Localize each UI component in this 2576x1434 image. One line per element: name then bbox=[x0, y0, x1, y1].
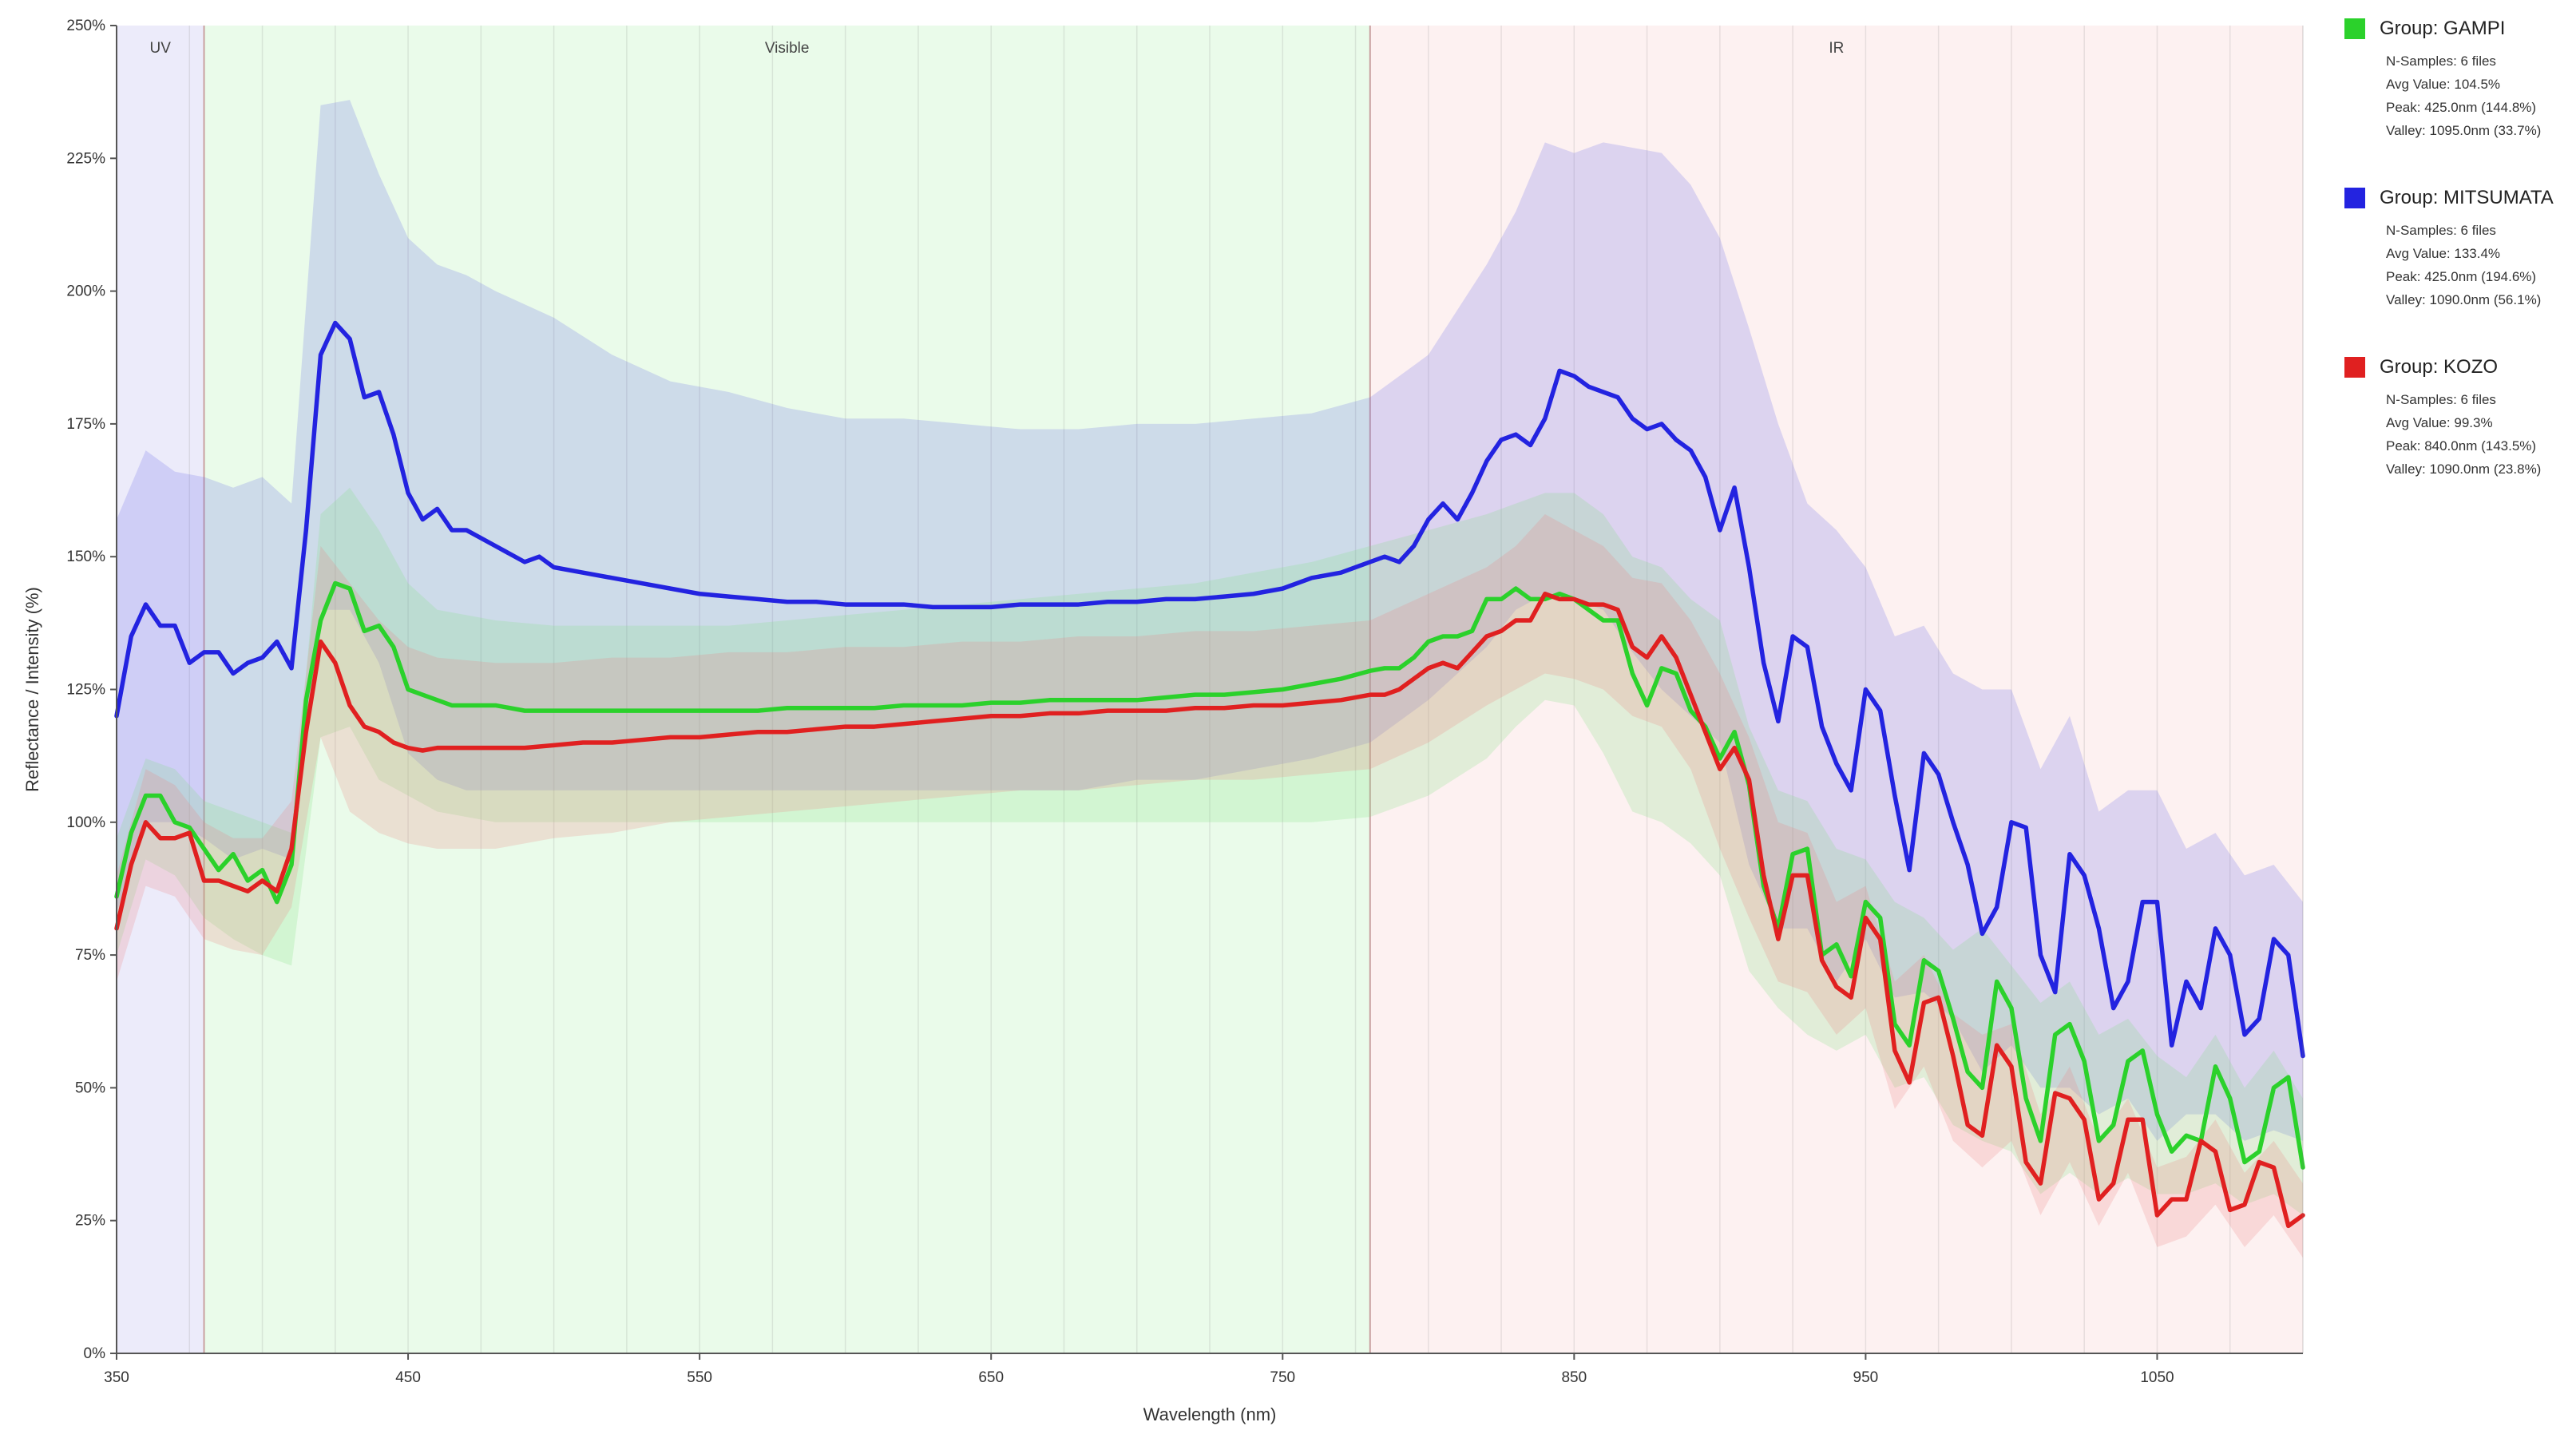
legend-samples: N-Samples: 6 files bbox=[2386, 223, 2496, 238]
x-tick-label: 350 bbox=[104, 1369, 129, 1386]
legend-swatch-gampi bbox=[2344, 18, 2365, 39]
legend-peak: Peak: 425.0nm (144.8%) bbox=[2386, 100, 2537, 115]
legend-peak: Peak: 425.0nm (194.6%) bbox=[2386, 269, 2537, 284]
legend-swatch-mitsumata bbox=[2344, 188, 2365, 208]
std-bands bbox=[117, 100, 2303, 1258]
legend-title: Group: KOZO bbox=[2340, 356, 2571, 378]
region-uv bbox=[117, 26, 204, 1353]
x-tick-label: 950 bbox=[1853, 1369, 1879, 1386]
x-tick-label: 1050 bbox=[2140, 1369, 2174, 1386]
legend: Group: GAMPI N-Samples: 6 files Avg Valu… bbox=[2340, 18, 2571, 525]
band-mitsumata bbox=[117, 100, 2303, 1141]
region-label-visible: Visible bbox=[765, 40, 810, 57]
legend-avg: Avg Value: 104.5% bbox=[2386, 77, 2501, 92]
y-tick-label: 100% bbox=[66, 814, 105, 831]
y-tick-label: 75% bbox=[75, 947, 105, 964]
x-tick-label: 550 bbox=[687, 1369, 712, 1386]
legend-valley: Valley: 1090.0nm (23.8%) bbox=[2386, 461, 2542, 477]
legend-group-mitsumata: Group: MITSUMATA N-Samples: 6 files Avg … bbox=[2340, 187, 2571, 311]
y-tick-label: 125% bbox=[66, 682, 105, 699]
y-axis-label: Reflectance / Intensity (%) bbox=[22, 587, 42, 792]
y-tick-label: 25% bbox=[75, 1213, 105, 1230]
legend-group-gampi: Group: GAMPI N-Samples: 6 files Avg Valu… bbox=[2340, 18, 2571, 142]
region-label-uv: UV bbox=[150, 40, 172, 57]
legend-samples: N-Samples: 6 files bbox=[2386, 392, 2496, 407]
x-tick-label: 650 bbox=[978, 1369, 1004, 1386]
y-tick-label: 175% bbox=[66, 416, 105, 433]
y-tick-label: 225% bbox=[66, 150, 105, 167]
tick-labels: 0% 25% 50% 75% 100% 125% 150% 175% 200% 225% 250% 3… bbox=[66, 18, 2174, 1386]
legend-valley: Valley: 1090.0nm (56.1%) bbox=[2386, 292, 2542, 307]
legend-samples: N-Samples: 6 files bbox=[2386, 53, 2496, 69]
x-tick-label: 450 bbox=[395, 1369, 421, 1386]
series-line-kozo bbox=[114, 592, 2305, 1229]
x-axis-label: Wavelength (nm) bbox=[1143, 1404, 1277, 1424]
legend-label-mitsumata: Group: MITSUMATA bbox=[2380, 187, 2554, 208]
legend-avg: Avg Value: 133.4% bbox=[2386, 246, 2501, 261]
region-label-ir: IR bbox=[1829, 40, 1844, 57]
legend-group-kozo: Group: KOZO N-Samples: 6 files Avg Value… bbox=[2340, 356, 2571, 481]
legend-avg: Avg Value: 99.3% bbox=[2386, 415, 2493, 430]
region-visible bbox=[204, 26, 1370, 1353]
legend-title: Group: MITSUMATA bbox=[2340, 187, 2571, 209]
legend-label-gampi: Group: GAMPI bbox=[2380, 18, 2506, 39]
x-tick-label: 850 bbox=[1561, 1369, 1587, 1386]
band-kozo bbox=[117, 513, 2303, 1258]
region-ir bbox=[1369, 26, 2303, 1353]
spectral-regions: UV Visible IR bbox=[117, 26, 2303, 1353]
series-lines bbox=[114, 320, 2305, 1229]
legend-swatch-kozo bbox=[2344, 357, 2365, 378]
series-line-mitsumata bbox=[114, 320, 2305, 1059]
y-tick-label: 50% bbox=[75, 1079, 105, 1096]
x-tick-label: 750 bbox=[1270, 1369, 1295, 1386]
spectrum-chart: UV Visible IR 0% 25% 50% 75% 100% 125% 150% 175% 2… bbox=[22, 18, 2305, 1424]
legend-valley: Valley: 1095.0nm (33.7%) bbox=[2386, 123, 2542, 138]
y-tick-label: 200% bbox=[66, 283, 105, 300]
legend-peak: Peak: 840.0nm (143.5%) bbox=[2386, 438, 2537, 454]
legend-title: Group: GAMPI bbox=[2340, 18, 2571, 40]
legend-label-kozo: Group: KOZO bbox=[2380, 356, 2499, 378]
y-tick-label: 250% bbox=[66, 18, 105, 34]
grid-lines bbox=[188, 26, 2231, 1353]
y-tick-label: 150% bbox=[66, 549, 105, 565]
series-line-gampi bbox=[114, 580, 2305, 1170]
y-tick-label: 0% bbox=[84, 1345, 106, 1362]
band-gampi bbox=[117, 487, 2303, 1216]
